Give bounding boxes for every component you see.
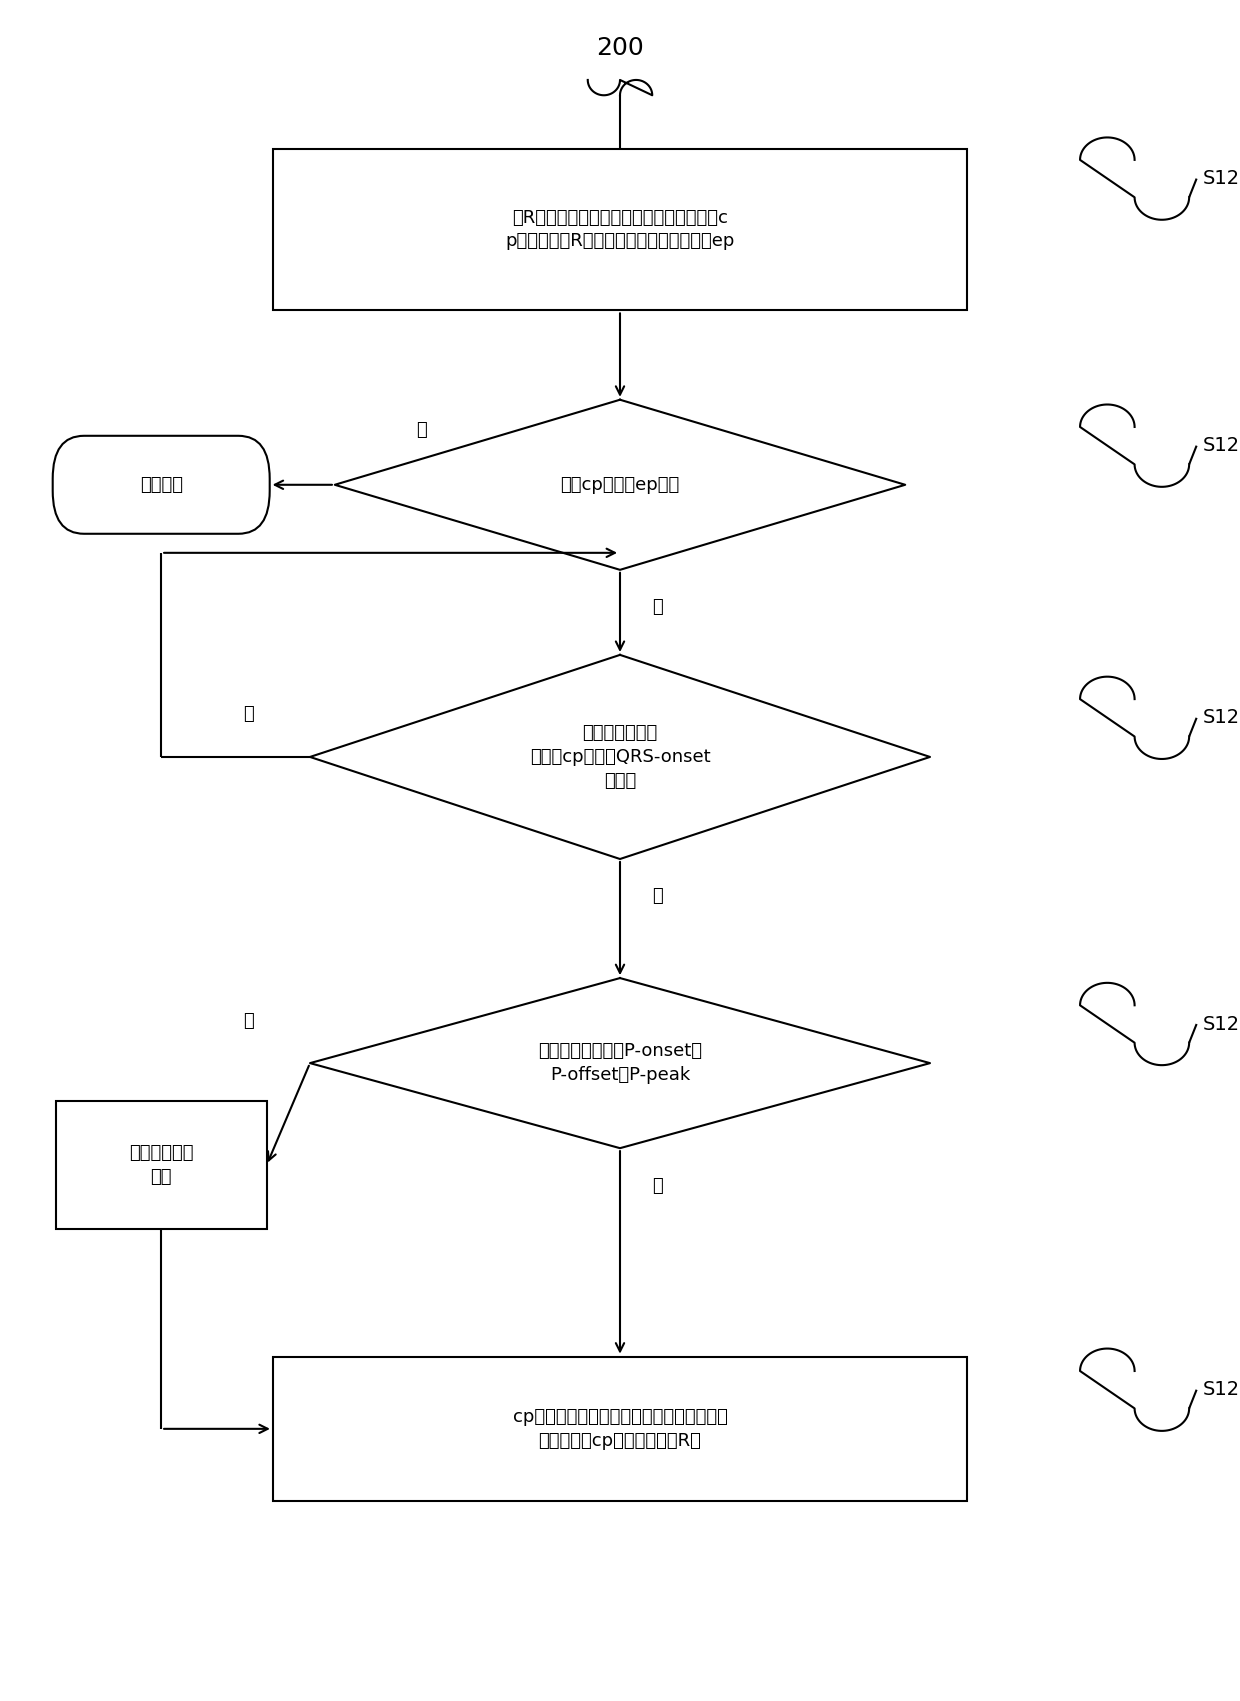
Text: 停止搜索: 停止搜索: [140, 476, 182, 493]
Text: 从R波标记点向前递推一个标记点，并记为c
p，以前一个R波为遍历的结束点，并记为ep: 从R波标记点向前递推一个标记点，并记为c p，以前一个R波为遍历的结束点，并记为…: [506, 209, 734, 250]
Text: 标记当前时间
刻度: 标记当前时间 刻度: [129, 1145, 193, 1186]
Text: 否: 否: [417, 422, 427, 439]
Text: S125: S125: [1203, 1380, 1240, 1400]
Text: 进一步判断是否是P-onset、
P-offset或P-peak: 进一步判断是否是P-onset、 P-offset或P-peak: [538, 1043, 702, 1084]
Polygon shape: [335, 400, 905, 570]
FancyBboxPatch shape: [56, 1102, 267, 1228]
Text: S121: S121: [1203, 168, 1240, 189]
Text: 是: 是: [652, 599, 662, 616]
FancyBboxPatch shape: [53, 435, 270, 534]
Text: 判断cp是否在ep之后: 判断cp是否在ep之后: [560, 476, 680, 493]
Text: 否: 否: [652, 888, 662, 905]
Text: S123: S123: [1203, 708, 1240, 728]
Text: S124: S124: [1203, 1014, 1240, 1034]
Polygon shape: [310, 655, 930, 859]
Polygon shape: [310, 978, 930, 1148]
Text: S122: S122: [1203, 435, 1240, 456]
Text: 200: 200: [596, 36, 644, 60]
FancyBboxPatch shape: [273, 150, 967, 311]
FancyBboxPatch shape: [273, 1357, 967, 1502]
Text: 继续前向搜索，
并判断cp是否是QRS-onset
标记点: 继续前向搜索， 并判断cp是否是QRS-onset 标记点: [529, 725, 711, 789]
Text: 否: 否: [652, 1177, 662, 1194]
Text: 是: 是: [243, 1012, 253, 1029]
Text: cp向前递推一个标记点，并继续上述的搜索
过程，直到cp搜索到前一个R波: cp向前递推一个标记点，并继续上述的搜索 过程，直到cp搜索到前一个R波: [512, 1408, 728, 1449]
Text: 是: 是: [243, 706, 253, 723]
